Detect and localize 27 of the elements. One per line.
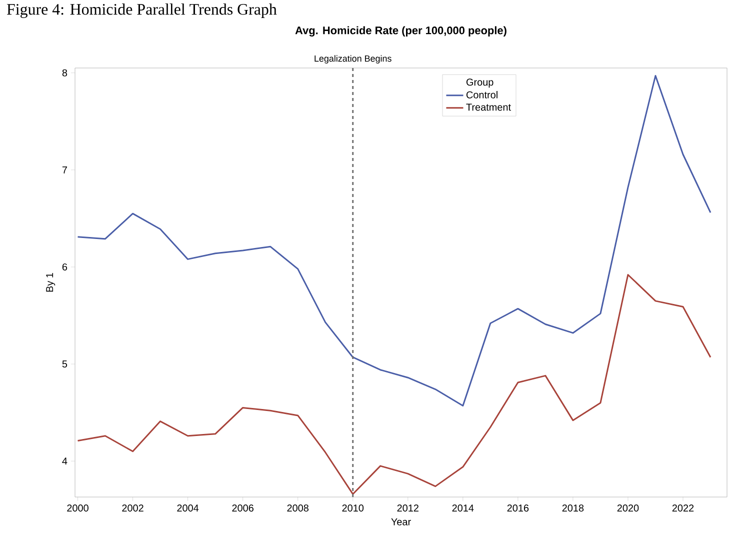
legend-title: Group [466, 78, 494, 88]
x-tick-label: 2000 [67, 504, 88, 512]
y-tick-label: 4 [62, 458, 68, 465]
legend-label: Control [466, 91, 498, 98]
y-axis-title: By 1 [46, 273, 56, 292]
line-series [77, 274, 712, 495]
x-tick-label: 2006 [232, 504, 254, 512]
x-tick-label: 2010 [342, 504, 364, 512]
legend-label: Treatment [466, 104, 511, 111]
y-tick-label: 6 [62, 263, 68, 270]
y-tick-label: 8 [62, 69, 68, 76]
x-tick-label: 2022 [672, 504, 694, 512]
x-tick-label: 2020 [617, 504, 639, 512]
x-axis-title: Year [391, 518, 411, 526]
y-tick-label: 5 [62, 360, 68, 368]
x-tick-label: 2004 [177, 504, 199, 512]
x-tick-label: 2014 [452, 504, 474, 512]
caption: Figure 4: Homicide Parallel Trends Graph [6, 4, 277, 18]
y-tick-label: 7 [62, 166, 67, 174]
x-tick-label: 2016 [507, 504, 529, 512]
x-tick-label: 2018 [562, 504, 584, 512]
x-tick-label: 2008 [287, 504, 308, 512]
x-tick-label: 2012 [397, 504, 418, 512]
chart-title: Avg. Homicide Rate (per 100,000 people) [295, 26, 506, 36]
x-tick-label: 2002 [122, 504, 144, 512]
line-series [77, 75, 712, 407]
ref-line-label: Legalization Begins [314, 55, 392, 64]
